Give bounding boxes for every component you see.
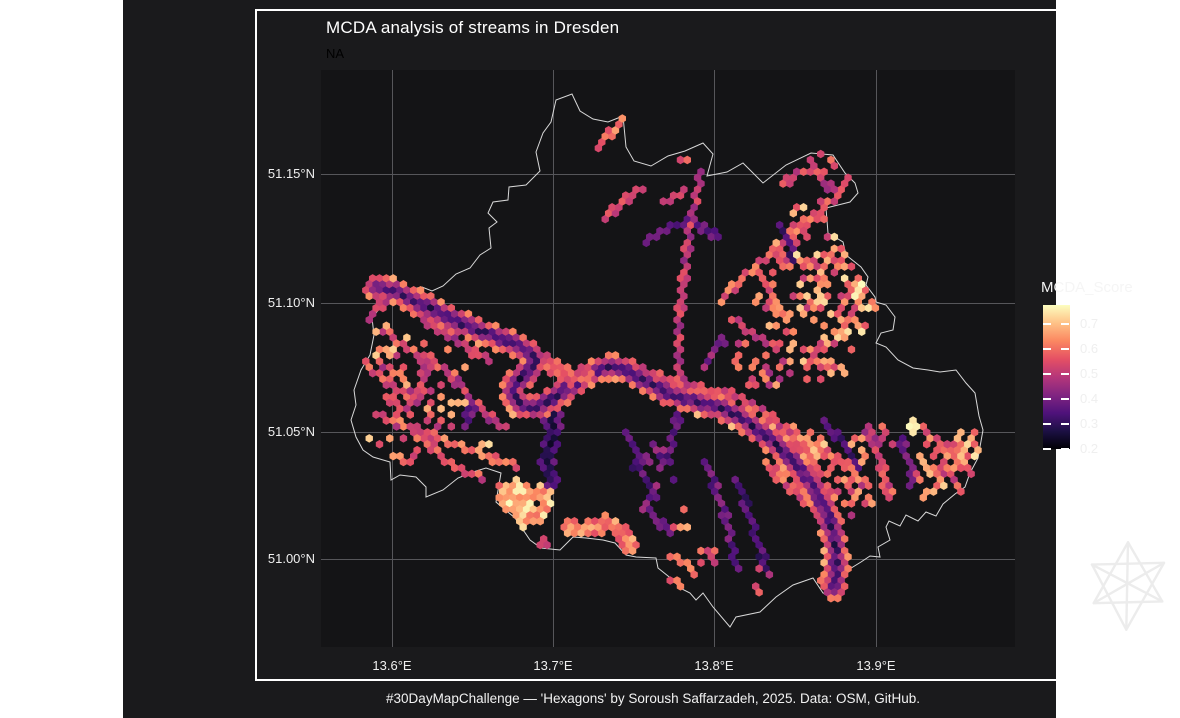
legend-tick-mark: [1043, 448, 1051, 450]
y-axis-label-3: 51.00°N: [267, 551, 315, 566]
y-axis-label-0: 51.15°N: [267, 166, 315, 181]
caption: #30DayMapChallenge — 'Hexagons' by Sorou…: [386, 691, 920, 706]
x-axis-label-0: 13.6°E: [372, 658, 412, 673]
rbanism-star-icon: [1090, 541, 1166, 631]
y-axis-label-2: 51.05°N: [267, 424, 315, 439]
legend-tick-mark: [1061, 322, 1069, 325]
figure-background: MCDA analysis of streams in Dresden NA 5…: [123, 0, 1169, 718]
x-axis-label-3: 13.9°E: [856, 658, 896, 673]
plot-subtitle: NA: [326, 46, 345, 61]
legend-title: MCDA_Score: [1041, 279, 1133, 296]
legend-colorbar: [1043, 305, 1070, 449]
legend-tick-mark: [1061, 448, 1069, 450]
legend-tick-label-2: 0.5: [1080, 365, 1099, 381]
x-axis-label-1: 13.7°E: [533, 658, 573, 673]
legend-tick-mark: [1061, 397, 1069, 400]
legend-tick-mark: [1043, 372, 1051, 375]
legend-tick-mark: [1061, 372, 1069, 375]
legend-tick-label-3: 0.4: [1080, 390, 1099, 406]
legend-tick-mark: [1043, 347, 1051, 350]
legend-tick-mark: [1061, 422, 1069, 425]
plot-title: MCDA analysis of streams in Dresden: [326, 18, 620, 37]
legend-tick-label-0: 0.7: [1080, 315, 1099, 331]
rbanism-logo: Rbanism: [1083, 538, 1173, 661]
legend-tick-mark: [1061, 347, 1069, 350]
y-axis-label-1: 51.10°N: [267, 295, 315, 310]
legend-tick-mark: [1043, 322, 1051, 325]
legend-tick-label-5: 0.2: [1080, 441, 1099, 456]
hexbin-map-canvas: [321, 70, 1015, 647]
legend-tick-mark: [1043, 397, 1051, 400]
legend-tick-label-4: 0.3: [1080, 415, 1099, 431]
x-axis-label-2: 13.8°E: [694, 658, 734, 673]
rbanism-logo-label: Rbanism: [1090, 641, 1166, 660]
legend-tick-mark: [1043, 422, 1051, 425]
legend-tick-label-1: 0.6: [1080, 340, 1099, 356]
